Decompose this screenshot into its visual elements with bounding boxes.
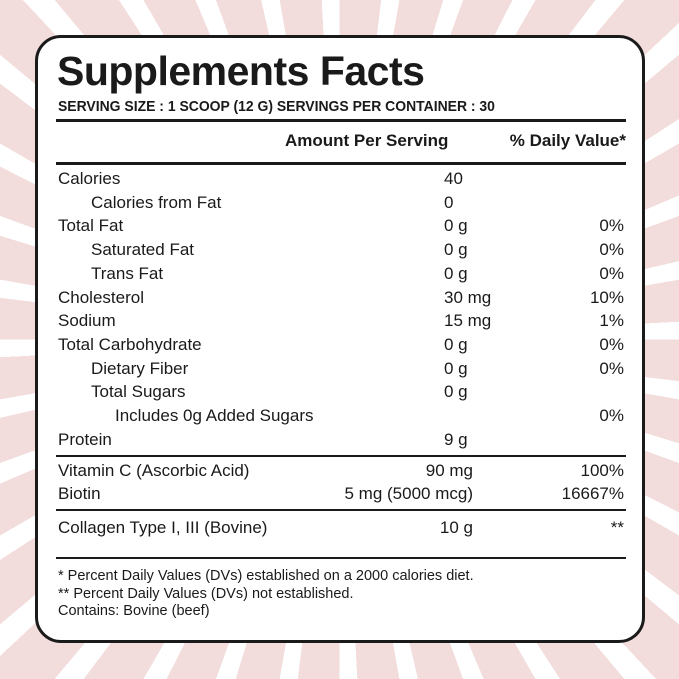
footnote: ** Percent Daily Values (DVs) not establ… — [58, 585, 354, 602]
nutrient-row: Total Carbohydrate 0 g 0% — [58, 335, 624, 358]
nutrient-row: Calories 40 — [58, 169, 624, 192]
nutrient-amount: 9 g — [444, 429, 468, 449]
nutrient-daily-value: 0% — [599, 406, 624, 425]
nutrient-name: Collagen Type I, III (Bovine) — [58, 518, 268, 537]
nutrient-amount: 5 mg (5000 mcg) — [344, 483, 474, 503]
nutrient-row: Dietary Fiber 0 g 0% — [58, 359, 624, 382]
nutrient-amount: 40 — [444, 169, 463, 188]
divider — [56, 162, 626, 165]
nutrient-daily-value: 16667% — [561, 483, 624, 503]
nutrient-name: Cholesterol — [58, 287, 144, 307]
nutrient-name: Total Carbohydrate — [58, 334, 202, 354]
nutrient-name: Protein — [58, 429, 112, 449]
amount-header: Amount Per Serving — [285, 131, 449, 150]
nutrient-daily-value: 10% — [589, 287, 624, 307]
nutrient-name: Saturated Fat — [91, 240, 195, 260]
nutrient-daily-value: 100% — [580, 461, 624, 480]
nutrient-daily-value: 0% — [599, 334, 624, 354]
footnote: * Percent Daily Values (DVs) established… — [58, 568, 474, 584]
nutrient-row: Includes 0g Added Sugars 0% — [58, 406, 624, 429]
serving-info: SERVING SIZE : 1 SCOOP (12 G) SERVINGS P… — [58, 98, 495, 115]
nutrient-name: Total Fat — [58, 216, 124, 236]
nutrient-row: Total Sugars 0 g — [58, 382, 624, 405]
nutrient-name: Biotin — [58, 483, 101, 503]
nutrient-daily-value: 0% — [599, 216, 624, 236]
nutrient-row: Sodium 15 mg 1% — [58, 311, 624, 334]
supplement-facts-panel: Supplements Facts SERVING SIZE : 1 SCOOP… — [35, 35, 645, 643]
nutrient-name: Includes 0g Added Sugars — [115, 406, 314, 425]
panel-title: Supplements Facts — [57, 48, 425, 94]
nutrient-name: Dietary Fiber — [91, 358, 189, 378]
divider — [56, 455, 626, 457]
nutrient-row: Saturated Fat 0 g 0% — [58, 240, 624, 263]
nutrient-amount: 0 g — [444, 358, 468, 378]
nutrient-amount: 30 mg — [444, 287, 492, 307]
dv-header: % Daily Value* — [509, 131, 626, 150]
nutrient-amount: 0 g — [444, 334, 468, 354]
nutrient-row: Total Fat 0 g 0% — [58, 216, 624, 239]
nutrient-row: Calories from Fat 0 — [58, 193, 624, 216]
footnotes: * Percent Daily Values (DVs) established… — [58, 568, 474, 621]
divider — [56, 509, 626, 511]
nutrient-daily-value: ** — [610, 518, 624, 537]
divider — [56, 557, 626, 559]
nutrient-amount: 90 mg — [425, 461, 473, 480]
nutrient-row: Cholesterol 30 mg 10% — [58, 288, 624, 311]
nutrient-amount: 0 g — [444, 240, 468, 260]
nutrient-amount: 0 g — [444, 263, 468, 283]
nutrient-name: Total Sugars — [91, 382, 186, 402]
nutrient-row: Biotin 5 mg (5000 mcg) 16667% — [58, 484, 624, 507]
nutrient-row: Vitamin C (Ascorbic Acid) 90 mg 100% — [58, 461, 624, 484]
nutrient-amount: 10 g — [439, 518, 473, 537]
nutrient-amount: 0 — [444, 192, 454, 212]
nutrient-name: Calories — [58, 169, 121, 188]
divider — [56, 119, 626, 122]
footnote: Contains: Bovine (beef) — [58, 603, 210, 619]
nutrient-daily-value: 1% — [599, 311, 624, 331]
nutrient-row: Trans Fat 0 g 0% — [58, 264, 624, 287]
nutrient-amount: 0 g — [444, 382, 468, 402]
nutrient-name: Calories from Fat — [91, 192, 222, 212]
nutrient-row: Collagen Type I, III (Bovine) 10 g ** — [58, 518, 624, 541]
nutrient-daily-value: 0% — [599, 358, 624, 378]
nutrient-row: Protein 9 g — [58, 430, 624, 453]
nutrient-amount: 0 g — [444, 216, 468, 236]
nutrient-daily-value: 0% — [599, 263, 624, 283]
nutrient-name: Sodium — [58, 311, 116, 331]
nutrient-name: Vitamin C (Ascorbic Acid) — [58, 461, 250, 480]
nutrient-daily-value: 0% — [599, 240, 624, 260]
nutrient-name: Trans Fat — [91, 263, 164, 283]
nutrient-amount: 15 mg — [444, 311, 492, 331]
